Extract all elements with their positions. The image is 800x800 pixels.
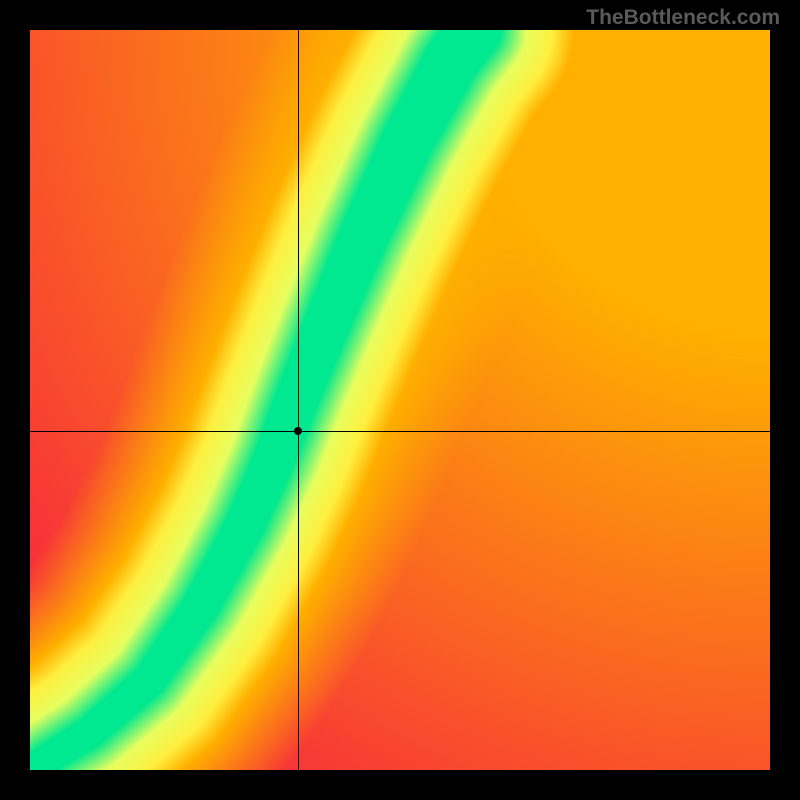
heatmap-chart [30, 30, 770, 770]
watermark-text: TheBottleneck.com [586, 6, 780, 30]
heatmap-canvas [30, 30, 770, 770]
crosshair-dot [294, 427, 302, 435]
crosshair-horizontal [30, 431, 770, 432]
crosshair-vertical [298, 30, 299, 770]
